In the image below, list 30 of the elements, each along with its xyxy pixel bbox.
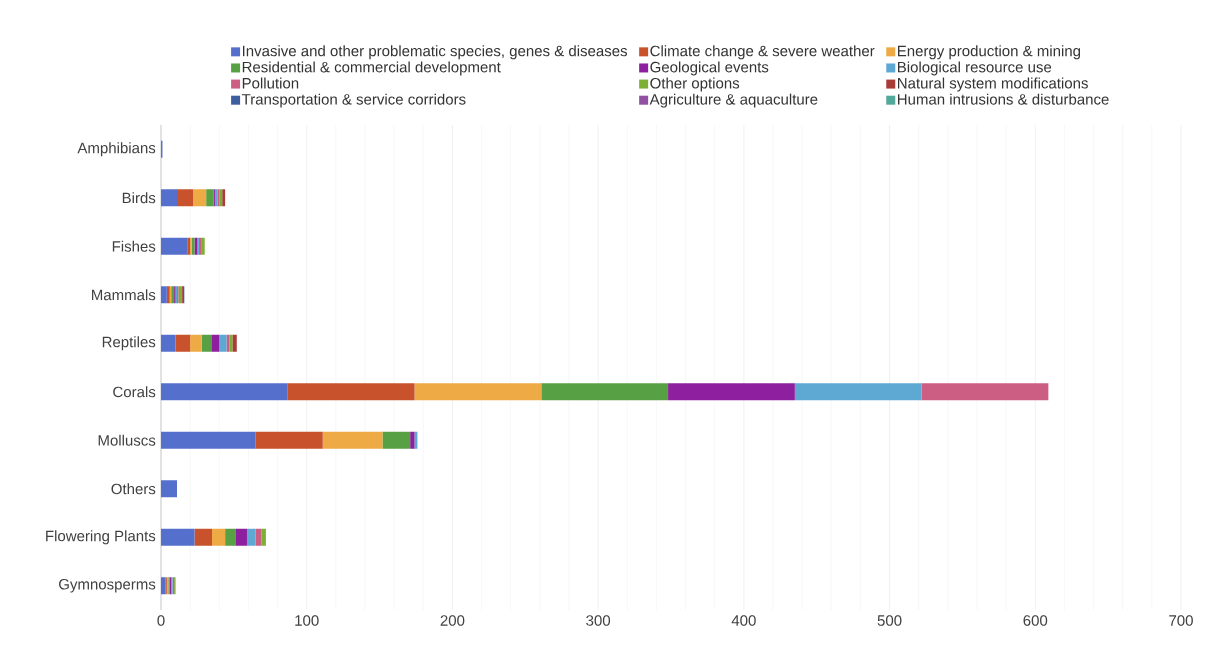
- legend-label: Natural system modifications: [898, 77, 1088, 92]
- legend-label: Residential & commercial development: [242, 61, 501, 76]
- y-tick-label: Corals: [113, 386, 156, 398]
- x-tick-label: 600: [1023, 615, 1048, 626]
- legend-label: Pollution: [242, 77, 299, 89]
- x-tick-label: 700: [1169, 615, 1193, 626]
- x-tick-label: 0: [157, 615, 165, 626]
- legend-label: Climate change & severe weather: [650, 45, 875, 60]
- legend-label: Other options: [650, 77, 740, 92]
- y-tick-label: Reptiles: [102, 336, 156, 351]
- y-tick-label: Birds: [122, 192, 156, 204]
- legend-label: Transportation & service corridors: [241, 93, 466, 108]
- y-tick-label: Fishes: [112, 240, 156, 252]
- y-tick-label: Mammals: [92, 289, 156, 301]
- y-tick-label: Flowering Plants: [46, 530, 156, 545]
- y-tick-label: Amphibians: [77, 142, 156, 157]
- legend-label: Energy production & mining: [898, 45, 1081, 60]
- legend-label: Human intrusions & disturbance: [898, 93, 1109, 105]
- legend-label: Invasive and other problematic species, genes & diseases: [242, 45, 628, 60]
- x-tick-label: 300: [586, 615, 611, 626]
- legend-label: Geological events: [650, 61, 769, 76]
- y-tick-label: Gymnosperms: [59, 578, 156, 593]
- x-tick-label: 200: [440, 615, 465, 626]
- legend-label: Agriculture & aquaculture: [649, 93, 818, 108]
- y-tick-label: Others: [111, 483, 156, 495]
- x-tick-label: 100: [295, 615, 319, 626]
- x-tick-label: 500: [877, 615, 902, 626]
- y-tick-label: Molluscs: [98, 434, 156, 446]
- x-tick-label: 400: [731, 615, 756, 626]
- legend-label: Biological resource use: [898, 61, 1052, 76]
